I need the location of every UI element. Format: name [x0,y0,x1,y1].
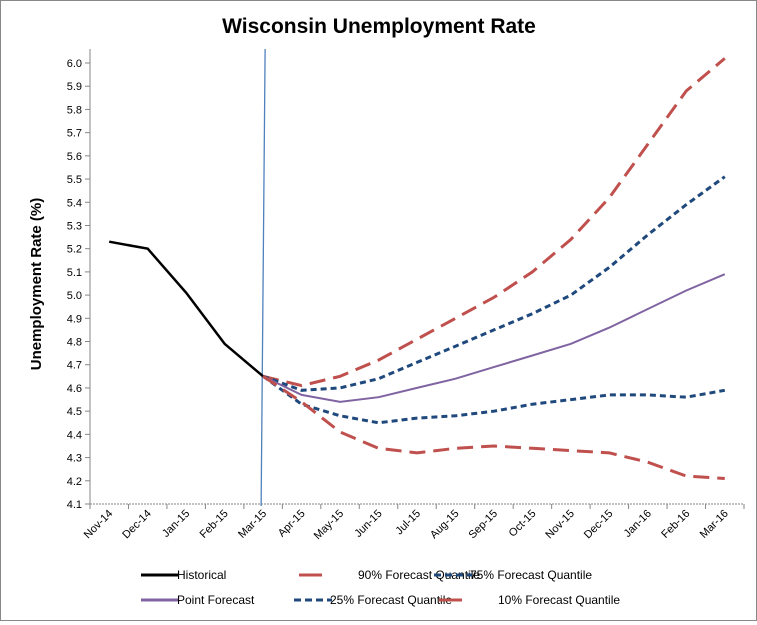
x-tick-label: Oct-15 [507,508,539,540]
series-line-point-forecast [262,273,726,403]
series-line-90-forecast-quantile [262,57,726,388]
y-tick-label: 4.4 [67,429,82,441]
x-tick-label: Mar-15 [236,508,269,541]
y-tick-label: 5.3 [67,220,82,232]
y-tick-label: 4.1 [67,499,82,511]
x-tick-label: Jul-15 [393,508,423,538]
y-tick-label: 4.6 [67,383,82,395]
y-tick-label: 5.0 [67,290,82,302]
chart-title: Wisconsin Unemployment Rate [222,15,536,38]
forecast-start-marker-line [260,48,266,507]
series-line-75-forecast-quantile [262,175,726,392]
x-tick-label: May-15 [312,508,346,542]
series-line-historical [108,240,264,378]
x-tick-label: Apr-15 [276,508,308,540]
y-tick-label: 6.0 [67,58,82,70]
y-tick-label: 5.1 [67,267,82,279]
y-tick-label: 4.3 [67,453,82,465]
series-line-25-forecast-quantile [262,375,726,425]
x-tick-label: Mar-16 [698,508,731,541]
series-line-10-forecast-quantile [262,375,725,480]
x-tick-label: Feb-16 [659,508,692,541]
y-tick-label: 4.5 [67,406,82,418]
legend-label: 75% Forecast Quantile [470,568,592,582]
y-tick-label: 5.7 [67,128,82,140]
x-tick-label: Nov-15 [543,508,577,542]
x-tick-label: Dec-14 [120,508,154,542]
legend-label: Historical [177,568,226,582]
x-tick-label: Jun-15 [352,508,384,540]
legend-label: 25% Forecast Quantile [330,593,452,607]
x-tick-label: Aug-15 [428,508,462,542]
x-tick-label: Jan-15 [160,508,192,540]
y-tick-label: 5.9 [67,81,82,93]
x-tick-label: Nov-14 [82,508,116,542]
y-tick-label: 4.2 [67,476,82,488]
y-tick-label: 5.2 [67,244,82,256]
x-tick-label: Sep-15 [466,508,500,542]
legend-label: Point Forecast [177,593,255,607]
legend-label: 10% Forecast Quantile [498,593,620,607]
y-tick-label: 5.6 [67,151,82,163]
y-tick-label: 4.9 [67,313,82,325]
x-tick-label: Feb-15 [198,508,231,541]
y-axis-label: Unemployment Rate (%) [28,198,45,371]
x-tick-label: Jan-16 [622,508,654,540]
y-tick-label: 5.8 [67,104,82,116]
y-tick-label: 4.8 [67,337,82,349]
y-tick-label: 4.7 [67,360,82,372]
y-tick-label: 5.4 [67,197,82,209]
x-tick-label: Dec-15 [582,508,616,542]
legend-label: 90% Forecast Quantile [358,568,480,582]
y-tick-label: 5.5 [67,174,82,186]
